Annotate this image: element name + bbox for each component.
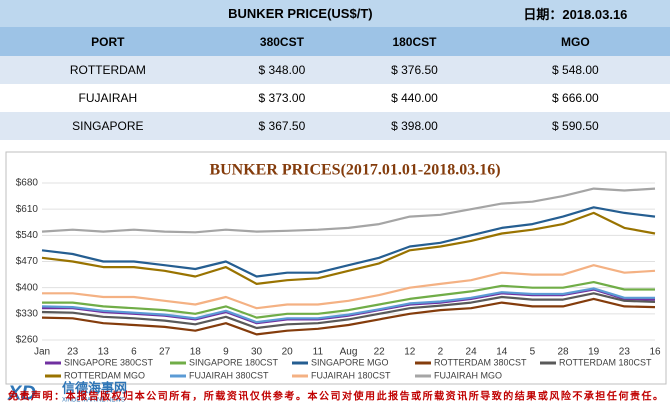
row: ROTTERDAM $ 348.00 $ 376.50 $ 548.00 <box>0 56 670 84</box>
x-tick-label: 13 <box>98 347 110 358</box>
cell: $ 590.50 <box>480 112 670 140</box>
series-line <box>42 264 656 310</box>
col-header: 380CST <box>215 27 349 56</box>
x-tick-label: 20 <box>282 347 294 358</box>
y-tick-label: $470 <box>16 256 39 267</box>
series-line <box>42 281 655 319</box>
x-tick-label: 30 <box>251 347 263 358</box>
x-tick-label: 23 <box>619 347 631 358</box>
cell: SINGAPORE <box>0 112 216 140</box>
x-tick-label: 18 <box>190 347 202 358</box>
table-title: BUNKER PRICE(US$/T) <box>0 0 481 27</box>
x-tick-label: 11 <box>313 347 324 358</box>
legend-label: FUJAIRAH 180CST <box>311 370 391 380</box>
x-tick-label: 2 <box>438 347 444 358</box>
x-tick-label: 6 <box>131 347 137 358</box>
x-tick-label: 27 <box>159 347 171 358</box>
logo-sub: XINDE MARINE NEWS <box>62 398 125 404</box>
y-tick-label: $540 <box>16 230 39 241</box>
x-tick-label: Jan <box>34 347 50 358</box>
col-header: PORT <box>0 27 216 56</box>
cell: $ 373.00 <box>215 84 349 112</box>
y-tick-label: $400 <box>16 282 39 293</box>
x-tick-label: 12 <box>404 347 416 358</box>
series-line <box>41 187 656 234</box>
x-tick-label: 19 <box>588 347 600 358</box>
x-tick-label: 28 <box>557 347 569 358</box>
legend-label: FUJAIRAH MGO <box>434 370 502 380</box>
legend-label: SINGAPORE MGO <box>311 357 389 367</box>
y-tick-label: $330 <box>16 308 39 319</box>
disclaimer: 免责声明：本报告版权归本公司所有，所载资讯仅供参考。本公司对使用此报告或所载资讯… <box>8 390 663 403</box>
cell: $ 398.00 <box>348 112 481 140</box>
chart-title: BUNKER PRICES(2017.01.01-2018.03.16) <box>209 162 500 179</box>
y-tick-label: $680 <box>16 178 39 189</box>
y-tick-label: $610 <box>16 204 39 215</box>
series-line <box>41 206 656 278</box>
cell: $ 348.00 <box>215 56 349 84</box>
logo-mark: XD <box>7 382 36 404</box>
legend-label: SINGAPORE 380CST <box>64 357 154 367</box>
x-tick-label: 9 <box>223 347 229 358</box>
col-header: MGO <box>480 27 670 56</box>
x-tick-label: 14 <box>496 347 508 358</box>
table-date: 日期：2018.03.16 <box>480 0 670 27</box>
cell: $ 376.50 <box>348 56 481 84</box>
x-tick-label: 5 <box>530 347 536 358</box>
cell: ROTTERDAM <box>0 56 216 84</box>
series-line <box>41 297 656 336</box>
x-tick-label: 23 <box>67 347 79 358</box>
row: SINGAPORE $ 367.50 $ 398.00 $ 590.50 <box>0 112 670 140</box>
series-line <box>41 292 656 330</box>
price-table: BUNKER PRICE(US$/T) 日期：2018.03.16 PORT 3… <box>0 0 670 140</box>
legend-label: ROTTERDAM 180CST <box>559 357 652 367</box>
x-tick-label: 24 <box>466 347 478 358</box>
series-line <box>41 211 656 285</box>
legend-label: SINGAPORE 180CST <box>189 357 279 367</box>
legend-label: ROTTERDAM MGO <box>64 370 145 380</box>
legend-label: FUJAIRAH 380CST <box>189 370 269 380</box>
col-header: 180CST <box>348 27 481 56</box>
x-tick-label: 22 <box>374 347 386 358</box>
logo-text: 信德海事网 <box>62 380 127 395</box>
y-tick-label: $260 <box>16 335 39 346</box>
title-row: BUNKER PRICE(US$/T) 日期：2018.03.16 <box>0 0 670 27</box>
x-tick-label: Aug <box>340 347 358 358</box>
cell: $ 440.00 <box>348 84 481 112</box>
header-row: PORT 380CST 180CST MGO <box>0 27 670 56</box>
cell: $ 367.50 <box>215 112 349 140</box>
cell: $ 666.00 <box>480 84 670 112</box>
cell: $ 548.00 <box>480 56 670 84</box>
row: FUJAIRAH $ 373.00 $ 440.00 $ 666.00 <box>0 84 670 112</box>
cell: FUJAIRAH <box>0 84 216 112</box>
series-line <box>41 287 655 324</box>
x-tick-label: 16 <box>649 347 661 358</box>
legend-label: ROTTERDAM 380CST <box>434 357 527 367</box>
